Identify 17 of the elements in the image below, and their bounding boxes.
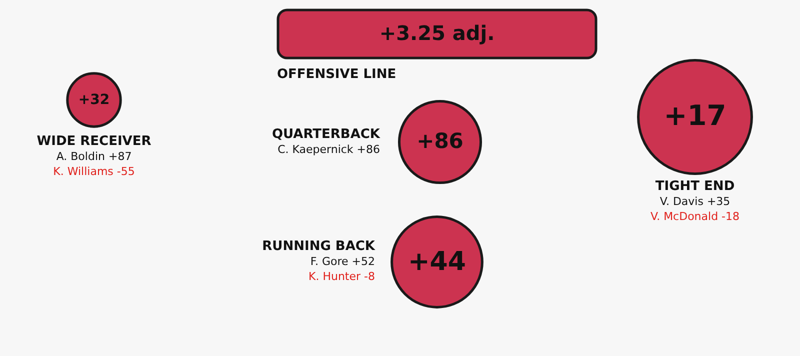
data-label: +44 bbox=[408, 247, 466, 277]
text: F. Gore +52 bbox=[310, 255, 375, 268]
data-label: +32 bbox=[78, 92, 110, 108]
text: A. Boldin +87 bbox=[56, 150, 132, 163]
text: K. Hunter -8 bbox=[308, 270, 375, 283]
category-label: QUARTERBACK bbox=[272, 127, 381, 142]
text: V. McDonald -18 bbox=[650, 210, 740, 223]
category-label: OFFENSIVE LINE bbox=[277, 67, 396, 82]
text: V. Davis +35 bbox=[660, 195, 730, 208]
text: C. Kaepernick +86 bbox=[278, 143, 380, 156]
text: K. Williams -55 bbox=[53, 165, 135, 178]
category-label: RUNNING BACK bbox=[262, 239, 376, 254]
data-label: +17 bbox=[664, 99, 726, 132]
category-label: WIDE RECEIVER bbox=[36, 134, 152, 149]
data-label: +3.25 adj. bbox=[379, 21, 495, 45]
category-label: TIGHT END bbox=[655, 179, 735, 194]
data-label: +86 bbox=[416, 129, 464, 153]
